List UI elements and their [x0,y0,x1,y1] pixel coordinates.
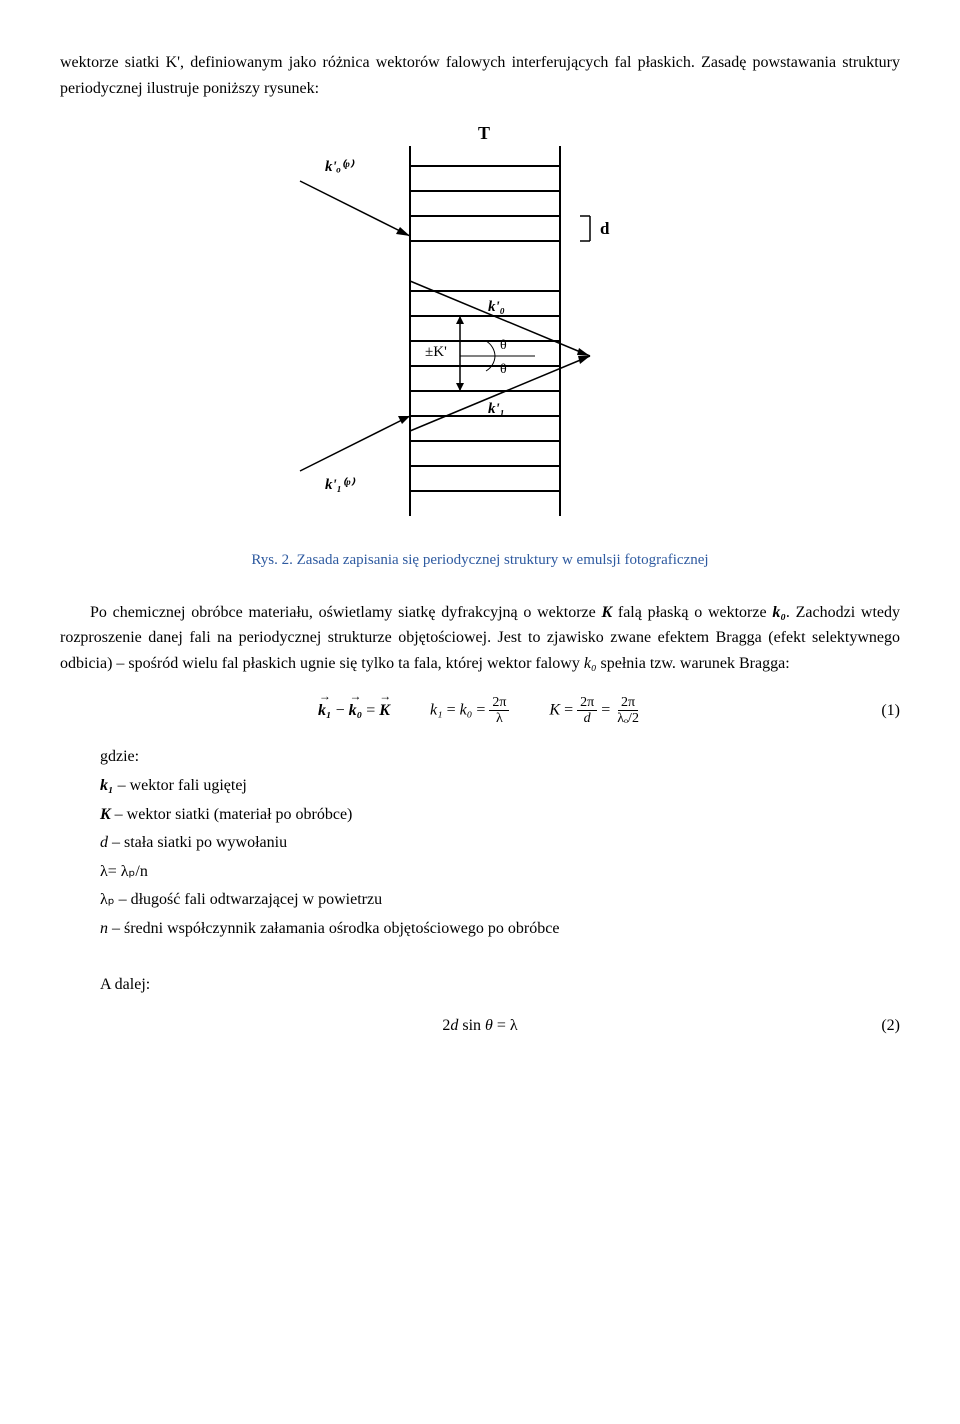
figure-label-k0p: k'₀ [488,299,505,315]
def-k1: k₁ – wektor fali ugiętej [100,773,900,799]
figure-label-theta2: θ [500,362,507,377]
def-K: K – wektor siatki (materiał po obróbce) [100,802,900,828]
figure-label-d: d [600,219,610,238]
equation-1-number: (1) [881,698,900,724]
definitions-list: gdzie: k₁ – wektor fali ugiętej K – wekt… [100,744,900,941]
def-d: d – stała siatki po wywołaniu [100,830,900,856]
def-n: n – średni współczynnik załamania ośrodk… [100,916,900,942]
figure-label-k1p: k'₁ [488,401,505,417]
figure-caption: Rys. 2. Zasada zapisania się periodyczne… [60,548,900,572]
figure-label-k1pp: k'₁⁽ᵖ⁾ [325,477,356,493]
def-lambdap: λₚ – długość fali odtwarzającej w powiet… [100,887,900,913]
paragraph-2: Po chemicznej obróbce materiału, oświetl… [60,600,900,677]
defs-gdzie: gdzie: [100,744,900,770]
equation-2-number: (2) [881,1013,900,1039]
def-lambda: λ= λₚ/n [100,859,900,885]
figure-label-T: T [478,123,490,143]
paragraph-1: wektorze siatki K', definiowanym jako ró… [60,54,900,97]
figure-label-k0pp: k'ₒ⁽ᵖ⁾ [325,159,355,175]
paragraph-after: A dalej: [100,972,900,998]
equation-2: 2d sin θ = λ (2) [60,1013,900,1039]
figure-bragg-diagram: T d k'ₒ⁽ᵖ⁾ k'₁⁽ᵖ⁾ [60,121,900,530]
figure-label-pmK: ±K' [425,344,447,360]
figure-label-theta1: θ [500,338,507,353]
equation-1: k₁ − k₀ = K k₁ = k₀ = 2πλ K = 2πd = 2πλₒ… [60,695,900,727]
